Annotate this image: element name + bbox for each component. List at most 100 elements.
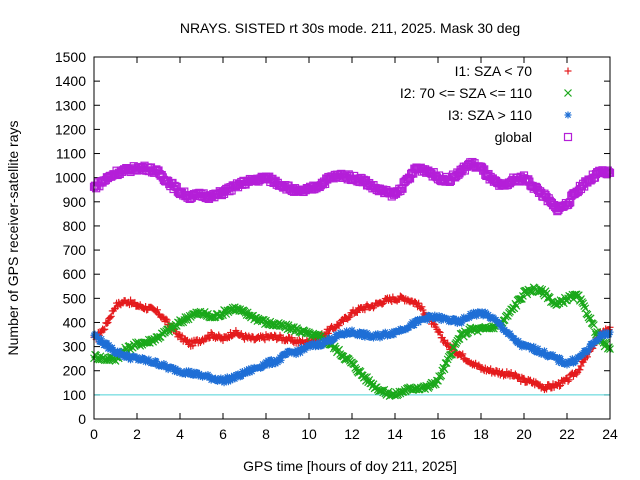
data-point (162, 315, 170, 323)
x-tick-label: 16 (430, 426, 446, 442)
data-point (205, 334, 213, 342)
legend-entry-i1: I1: SZA < 70 (455, 63, 572, 79)
y-tick-label: 200 (63, 363, 87, 379)
legend-marker (564, 111, 572, 119)
y-tick-label: 300 (63, 339, 87, 355)
y-tick-label: 700 (63, 242, 87, 258)
data-point (458, 351, 466, 359)
x-tick-label: 2 (133, 426, 141, 442)
data-point (573, 370, 581, 378)
data-point (100, 326, 108, 334)
data-point (555, 382, 563, 390)
data-point (277, 356, 285, 364)
x-tick-label: 20 (516, 426, 532, 442)
data-point (103, 320, 111, 328)
data-point (183, 313, 192, 321)
data-point (579, 299, 588, 308)
data-point (557, 381, 565, 389)
data-point (436, 329, 444, 337)
legend-label: I2: 70 <= SZA <= 110 (400, 85, 532, 101)
y-tick-label: 1200 (55, 121, 86, 137)
data-point (580, 302, 589, 310)
data-point (104, 318, 112, 326)
legend-label: global (495, 129, 532, 145)
data-point (589, 321, 598, 329)
data-point (446, 350, 455, 359)
y-tick-label: 800 (63, 218, 87, 234)
y-tick-label: 0 (78, 411, 86, 427)
data-point (565, 376, 573, 384)
y-tick-label: 1000 (55, 170, 86, 186)
series-4 (89, 157, 615, 216)
legend-marker (564, 89, 572, 97)
data-point (563, 200, 573, 209)
y-tick-label: 1400 (55, 73, 86, 89)
data-point (536, 284, 545, 293)
data-point (396, 186, 405, 196)
data-point (361, 306, 369, 314)
cross-marker-icon (564, 89, 572, 97)
y-tick-label: 100 (63, 387, 87, 403)
data-point (207, 329, 215, 337)
data-point (541, 287, 550, 296)
data-point (440, 365, 449, 374)
data-point (107, 312, 115, 320)
data-point (419, 306, 427, 314)
legend-marker (563, 132, 573, 142)
data-point (224, 333, 232, 341)
x-tick-label: 0 (90, 426, 98, 442)
y-tick-label: 500 (63, 290, 87, 306)
data-point (415, 299, 423, 307)
x-tick-label: 6 (219, 426, 227, 442)
data-point (202, 335, 210, 343)
data-point (101, 325, 109, 333)
x-tick-label: 12 (344, 426, 360, 442)
legend: I1: SZA < 70 I2: 70 <= SZA <= 110 I3: SZ… (400, 63, 573, 145)
data-point (346, 313, 354, 321)
data-point (577, 362, 585, 370)
plus-marker-icon (564, 67, 572, 75)
data-point (153, 306, 161, 314)
x-tick-label: 10 (301, 426, 317, 442)
legend-entry-i2: I2: 70 <= SZA <= 110 (400, 85, 572, 101)
y-tick-label: 400 (63, 314, 87, 330)
data-point (148, 335, 156, 344)
data-point (444, 339, 452, 347)
y-tick-label: 900 (63, 194, 87, 210)
data-point (106, 314, 114, 322)
data-point (448, 350, 456, 359)
data-point (163, 316, 171, 324)
x-tick-label: 8 (262, 426, 270, 442)
plot-area (89, 157, 615, 401)
data-point (175, 330, 183, 338)
data-point (511, 370, 519, 378)
data-point (435, 328, 443, 336)
y-tick-label: 1100 (56, 146, 86, 162)
y-tick-label: 600 (63, 266, 87, 282)
data-point (519, 292, 527, 300)
legend-entry-global: global (495, 129, 573, 145)
data-point (576, 366, 584, 374)
data-point (434, 376, 442, 385)
data-point (520, 374, 528, 382)
data-point (564, 377, 572, 385)
series-3 (90, 308, 614, 387)
legend-label: I1: SZA < 70 (455, 63, 533, 79)
data-point (514, 295, 523, 304)
chart-title: NRAYS. SISTED rt 30s mode. 211, 2025. Ma… (180, 20, 520, 36)
data-point (339, 317, 347, 325)
data-point (507, 369, 515, 377)
legend-entry-i3: I3: SZA > 110 (448, 107, 572, 123)
data-point (418, 303, 426, 311)
y-tick-label: 1500 (55, 49, 86, 65)
data-point (586, 314, 595, 323)
data-point (492, 366, 500, 374)
legend-label: I3: SZA > 110 (448, 107, 532, 123)
star-marker-icon (564, 111, 572, 119)
x-axis-label: GPS time [hours of doy 211, 2025] (243, 458, 457, 474)
data-point (131, 298, 139, 306)
x-tick-label: 14 (387, 426, 403, 442)
data-point (553, 300, 562, 309)
x-tick-label: 18 (473, 426, 489, 442)
